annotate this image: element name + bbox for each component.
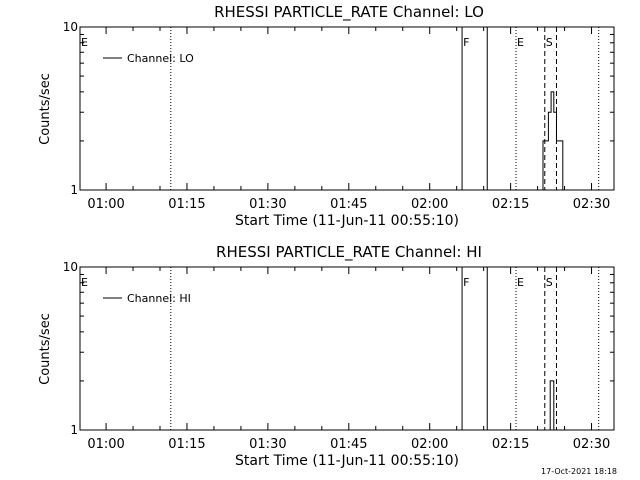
- x-tick-label: 02:15: [492, 437, 529, 452]
- chart-title: RHESSI PARTICLE_RATE Channel: HI: [216, 243, 482, 262]
- y-axis-label: Counts/sec: [38, 73, 53, 145]
- y-tick-label: 1: [70, 183, 78, 197]
- marker-label: S: [546, 36, 553, 49]
- x-tick-label: 01:30: [249, 437, 286, 452]
- legend-entry: Channel: HI: [127, 292, 191, 305]
- chart-title: RHESSI PARTICLE_RATE Channel: LO: [214, 3, 484, 22]
- marker-label: E: [81, 36, 88, 49]
- x-tick-label: 01:00: [87, 197, 124, 212]
- x-axis-label: Start Time (11-Jun-11 00:55:10): [235, 213, 459, 229]
- y-tick-label: 1: [70, 423, 78, 437]
- x-tick-label: 02:30: [573, 197, 610, 212]
- x-tick-label: 02:00: [411, 197, 448, 212]
- series-group: [542, 91, 564, 190]
- legend: Channel: HI: [103, 292, 191, 305]
- marker-label: F: [463, 36, 469, 49]
- series-line: [549, 380, 555, 430]
- x-tick-label: 01:30: [249, 197, 286, 212]
- x-tick-label: 02:15: [492, 197, 529, 212]
- x-tick-label: 02:00: [411, 437, 448, 452]
- y-axis: 1 10: [63, 260, 614, 437]
- x-tick-label: 01:45: [330, 197, 367, 212]
- legend: Channel: LO: [103, 52, 194, 65]
- x-tick-label: 01:45: [330, 437, 367, 452]
- x-axis: 01:00 01:15 01:30 01:45 02:00 02:15 02:30: [87, 27, 610, 212]
- y-tick-label: 10: [63, 20, 78, 34]
- series-line: [542, 91, 564, 190]
- marker-label: S: [546, 276, 553, 289]
- legend-entry: Channel: LO: [127, 52, 194, 65]
- marker-label: E: [517, 276, 524, 289]
- x-axis: 01:00 01:15 01:30 01:45 02:00 02:15 02:30: [87, 267, 610, 452]
- y-axis-label: Counts/sec: [38, 313, 53, 385]
- y-axis: 1 10: [63, 20, 614, 197]
- x-tick-label: 01:15: [168, 197, 205, 212]
- y-tick-label: 10: [63, 260, 78, 274]
- x-axis-label: Start Time (11-Jun-11 00:55:10): [235, 453, 459, 469]
- x-tick-label: 01:00: [87, 437, 124, 452]
- marker-label: E: [81, 276, 88, 289]
- x-tick-label: 02:30: [573, 437, 610, 452]
- footer-timestamp: 17-Oct-2021 18:18: [541, 467, 617, 476]
- marker-label: E: [517, 36, 524, 49]
- marker-label: F: [463, 276, 469, 289]
- x-tick-label: 01:15: [168, 437, 205, 452]
- series-group: [549, 380, 555, 430]
